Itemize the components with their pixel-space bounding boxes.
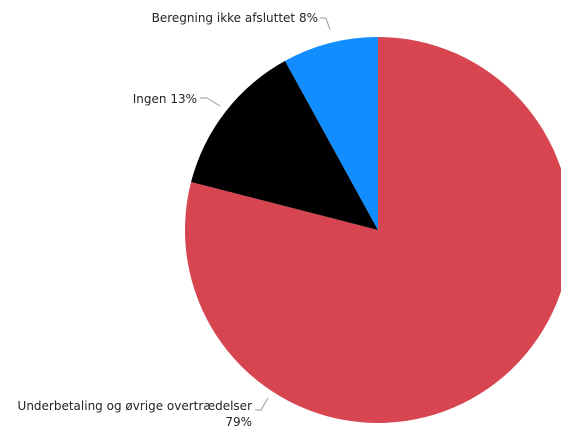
leader-line-ingen — [200, 97, 221, 107]
leader-lines — [200, 17, 331, 411]
slice-label-ingen: Ingen 13% — [133, 92, 197, 106]
leader-line-beregning — [320, 17, 331, 31]
slice-label-underbetaling: Underbetaling og øvrige overtrædelser — [18, 399, 253, 413]
slice-beregning[interactable] — [285, 37, 378, 230]
slice-ingen[interactable] — [191, 60, 378, 231]
slice-label-beregning: Beregning ikke afsluttet 8% — [152, 11, 318, 25]
pie-slices — [185, 37, 561, 423]
slice-underbetaling[interactable] — [185, 37, 561, 423]
leader-line-underbetaling — [255, 397, 269, 411]
slice-value-underbetaling: 79% — [225, 415, 252, 428]
